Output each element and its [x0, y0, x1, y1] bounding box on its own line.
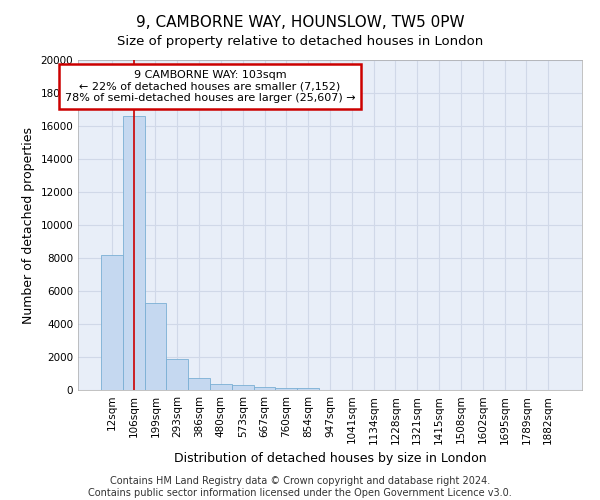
Bar: [101, 254, 123, 390]
Bar: [275, 388, 297, 390]
Bar: [145, 302, 166, 390]
Y-axis label: Number of detached properties: Number of detached properties: [22, 126, 35, 324]
Bar: [254, 386, 275, 390]
Bar: [232, 386, 254, 390]
Bar: [188, 378, 210, 390]
Text: Contains HM Land Registry data © Crown copyright and database right 2024.
Contai: Contains HM Land Registry data © Crown c…: [88, 476, 512, 498]
Bar: [297, 388, 319, 390]
Bar: [210, 384, 232, 390]
Text: Size of property relative to detached houses in London: Size of property relative to detached ho…: [117, 35, 483, 48]
Bar: [123, 116, 145, 390]
Text: 9, CAMBORNE WAY, HOUNSLOW, TW5 0PW: 9, CAMBORNE WAY, HOUNSLOW, TW5 0PW: [136, 15, 464, 30]
Bar: [166, 360, 188, 390]
Text: 9 CAMBORNE WAY: 103sqm
← 22% of detached houses are smaller (7,152)
78% of semi-: 9 CAMBORNE WAY: 103sqm ← 22% of detached…: [65, 70, 355, 103]
X-axis label: Distribution of detached houses by size in London: Distribution of detached houses by size …: [173, 452, 487, 465]
